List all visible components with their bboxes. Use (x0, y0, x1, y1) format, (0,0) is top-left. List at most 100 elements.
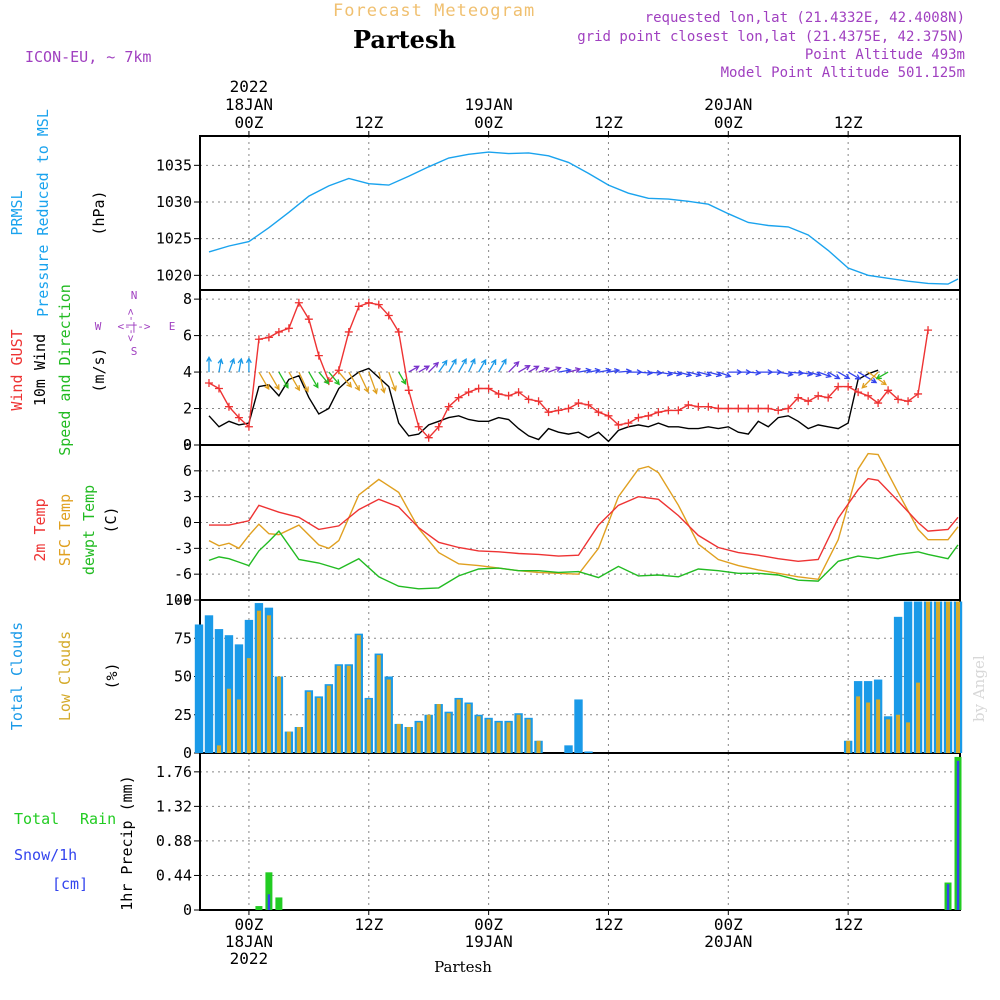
precip-ylabel-group: 1hr Precip (mm) (118, 775, 136, 910)
snow-label: Snow/1h (14, 846, 77, 864)
wind-gust-line-marker (764, 404, 773, 413)
total-cloud-label-group: Total Clouds (8, 622, 26, 730)
wind-gust-line-marker (624, 419, 633, 428)
low-cloud-bar (516, 714, 521, 753)
wind-direction-arrow (548, 366, 562, 373)
low-cloud-bar (236, 699, 241, 753)
wind-gust-line-marker (414, 422, 423, 431)
wind-direction-arrow (528, 365, 540, 373)
wind-gust-line-marker (424, 433, 433, 442)
wind-gust-line-marker (484, 384, 493, 393)
wind-gust-line-marker (274, 327, 283, 336)
wind-direction-arrow (568, 367, 582, 373)
wind10m-label-group: 10m Wind (31, 334, 49, 406)
low-cloud-bar (316, 697, 321, 753)
t2m-label-group: 2m Temp (31, 498, 49, 561)
dewpt-line (208, 530, 959, 590)
wind10m-label: 10m Wind (31, 334, 49, 406)
wind-gust-line-marker (554, 406, 563, 415)
wind-gust-line-marker (654, 408, 663, 417)
y-tick-label: 4 (183, 363, 192, 381)
wind-direction-arrow (558, 367, 572, 374)
wind-gust-line-marker (584, 400, 593, 409)
low-cloud-bar (446, 713, 451, 753)
y-tick-label: 9 (183, 436, 192, 454)
low-cloud-bar (266, 615, 271, 753)
low-cloud-bar (476, 716, 481, 753)
y-tick-label: 75 (174, 629, 192, 647)
low-cloud-bar (356, 635, 361, 753)
y-tick-label: 1020 (156, 266, 192, 284)
low-cloud-bar (346, 665, 351, 753)
low-cloud-bar (496, 722, 501, 753)
low-cloud-bar (246, 658, 251, 753)
x-tick-label-bottom: 00Z (474, 915, 503, 934)
total-cloud-bar (584, 751, 593, 753)
wind-gust-line-marker (384, 311, 393, 320)
pressure-unit-label-group: (hPa) (90, 190, 108, 235)
wind-gust-line-marker (894, 395, 903, 404)
pressure-unit-label: (hPa) (90, 190, 108, 235)
low-cloud-bar (376, 655, 381, 753)
y-tick-label: 0 (183, 514, 192, 532)
wind-direction-arrow (217, 357, 224, 373)
low-cloud-bar (436, 704, 441, 753)
total-cloud-bar (903, 601, 913, 753)
low-cloud-bar (306, 691, 311, 753)
wind-gust-line-marker (394, 327, 403, 336)
wind-gust-line-marker (534, 397, 543, 406)
wind-gust-line-marker (454, 393, 463, 402)
wind-gust-line-marker (594, 408, 603, 417)
wind-gust-line-marker (444, 402, 453, 411)
wind-direction-arrow (206, 355, 212, 373)
x-tick-label-top: 12Z (834, 113, 863, 132)
wind-direction-arrow (498, 358, 507, 373)
y-tick-label: 0.88 (156, 832, 192, 850)
temp-unit-label-group: (C) (102, 506, 120, 533)
wind-gust-line-marker (364, 298, 373, 307)
wind-gust-line-marker (724, 404, 733, 413)
wind-gust-line-marker (914, 389, 923, 398)
wind-gust-line-marker (464, 388, 473, 397)
rain-bar (265, 872, 273, 910)
y-tick-label: 0.44 (156, 866, 192, 884)
low-cloud-bar (416, 722, 421, 753)
wind-direction-arrow (278, 371, 289, 389)
wind-direction-arrow (608, 367, 621, 374)
wind-gust-line-marker (874, 399, 883, 408)
compass-e: E (169, 320, 176, 333)
wind-gust-line-marker (774, 406, 783, 415)
wind-dir-label: Speed and Direction (56, 284, 74, 456)
compass-s: S (131, 345, 138, 358)
total-cloud-bar (574, 699, 583, 753)
wind-direction-arrow (837, 371, 851, 380)
x-tick-label-bottom: 00Z (234, 915, 263, 934)
total-cloud-bar (564, 745, 573, 753)
wind-gust-line-marker (834, 382, 843, 391)
wind-direction-arrow (748, 369, 762, 376)
wind-direction-arrow (857, 371, 878, 384)
low-cloud-bar (226, 688, 231, 753)
y-tick-label: 6 (183, 462, 192, 480)
cloud-unit-label: (%) (103, 662, 121, 689)
wind-gust-line-marker (644, 411, 653, 420)
wind-gust-line-marker (244, 422, 253, 431)
wind-gust-line-marker (614, 420, 623, 429)
total-cloud-bar (234, 644, 244, 753)
prmsl-label-group: PRMSL (8, 190, 26, 235)
wind-gust-line-marker (234, 413, 243, 422)
location-title: Partesh (353, 25, 456, 54)
footer-location: Partesh (434, 958, 492, 976)
low-cloud-bar (216, 745, 221, 753)
wind-direction-arrow (368, 371, 378, 395)
wind-direction-arrow (237, 357, 244, 373)
low-cloud-bar (886, 719, 891, 753)
snow-bar (267, 894, 271, 910)
wind-speed-line (208, 367, 879, 443)
wind-gust-line-marker (664, 406, 673, 415)
x-tick-label-bottom: 2022 (230, 949, 269, 968)
x-tick-label-top: 00Z (714, 113, 743, 132)
t2m-line (209, 477, 959, 563)
compass-we-bar: <-|-> (117, 320, 150, 333)
compass-ns-bar: <-|-> (124, 308, 137, 341)
